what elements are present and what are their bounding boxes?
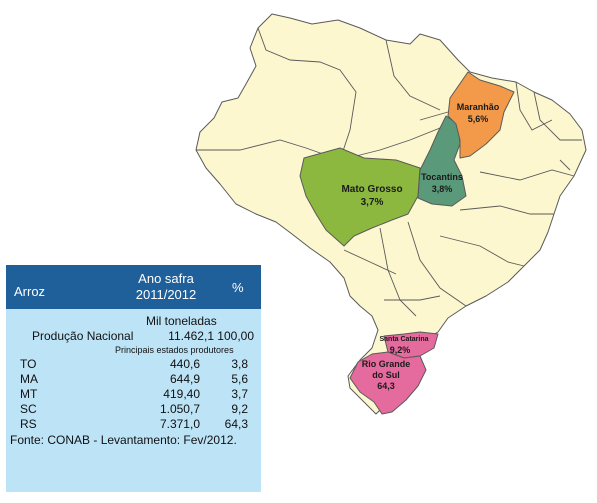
- row-uf: SC: [20, 402, 37, 416]
- header-product: Arroz: [14, 284, 46, 299]
- label-rs-value: 64,3: [377, 381, 395, 391]
- row-value: 644,9: [169, 372, 200, 386]
- label-mt-name: Mato Grosso: [341, 184, 402, 195]
- state-mato-grosso: [299, 147, 421, 247]
- row-uf: RS: [20, 417, 37, 431]
- state-borders: [196, 27, 582, 317]
- label-to-value: 3,8%: [432, 184, 453, 194]
- header-year-line1: Ano safra: [138, 271, 194, 286]
- row-pct: 3,7: [231, 387, 248, 401]
- state-maranhao: [447, 71, 515, 159]
- row-value: 7.371,0: [159, 417, 200, 431]
- label-rs-name-2: do Sul: [372, 370, 400, 380]
- unit-label: Mil toneladas: [146, 314, 217, 328]
- row-value: 440,6: [169, 357, 200, 371]
- row-uf: MA: [20, 372, 38, 386]
- row-value: 1.050,7: [159, 402, 200, 416]
- national-pct: 100,00: [217, 329, 254, 343]
- header-year-line2: 2011/2012: [135, 287, 197, 302]
- label-to-name: Tocantins: [421, 172, 463, 182]
- national-label: Produção Nacional: [32, 329, 134, 343]
- header-year: Ano safra 2011/2012: [126, 271, 206, 303]
- label-sc-value: 9,2%: [390, 345, 411, 355]
- row-value: 419,40: [163, 387, 200, 401]
- source-note: Fonte: CONAB - Levantamento: Fev/2012.: [10, 433, 237, 447]
- row-uf: MT: [20, 387, 38, 401]
- row-pct: 3,8: [231, 357, 248, 371]
- row-pct: 9,2: [231, 402, 248, 416]
- production-table-panel: Arroz Ano safra 2011/2012 % Mil tonelada…: [6, 265, 261, 492]
- row-uf: TO: [20, 357, 37, 371]
- table-header: Arroz Ano safra 2011/2012 %: [6, 265, 261, 309]
- label-ma-name: Maranhão: [457, 102, 500, 112]
- national-value: 11.462,1: [168, 329, 214, 343]
- row-pct: 5,6: [231, 372, 248, 386]
- label-mt-value: 3,7%: [361, 197, 384, 208]
- label-ma-value: 5,6%: [468, 114, 489, 124]
- header-percent: %: [232, 280, 244, 295]
- row-pct: 64,3: [224, 417, 248, 431]
- subtitle: Principais estados produtores: [115, 345, 234, 355]
- state-rio-grande-do-sul: [349, 351, 427, 415]
- label-sc-name: Santa Catarina: [379, 336, 428, 343]
- label-rs-name-1: Rio Grande: [362, 359, 411, 369]
